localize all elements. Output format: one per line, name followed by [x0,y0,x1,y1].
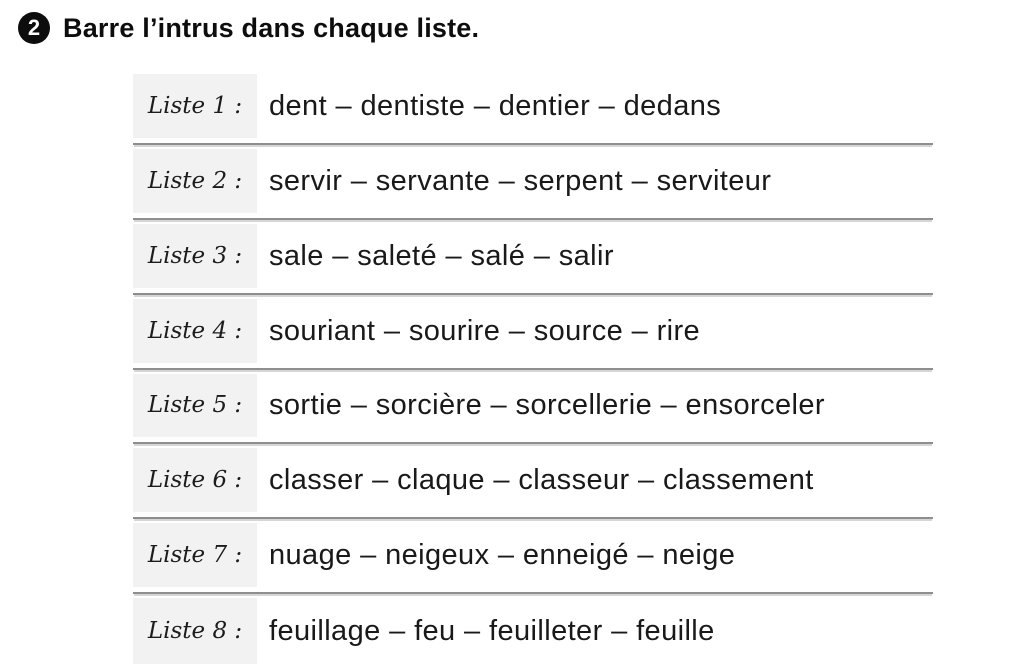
list-words: souriant – sourire – source – rire [269,314,701,347]
list-label: Liste 3 : [133,223,257,288]
exercise-number-badge: 2 [18,12,50,44]
list-label: Liste 4 : [133,298,257,363]
list-words: dent – dentiste – dentier – dedans [269,89,722,122]
lists-table: Liste 1 : dent – dentiste – dentier – de… [133,70,933,669]
list-label: Liste 8 : [133,598,257,664]
list-label: Liste 6 : [133,448,257,513]
list-row: Liste 4 : souriant – sourire – source – … [133,295,933,370]
list-words: sale – saleté – salé – salir [269,239,614,272]
list-label: Liste 1 : [133,74,257,138]
list-row: Liste 6 : classer – claque – classeur – … [133,444,933,520]
list-label: Liste 7 : [133,523,257,588]
list-words: classer – claque – classeur – classement [269,464,814,497]
exercise-instruction: Barre l’intrus dans chaque liste. [63,12,480,43]
list-row: Liste 1 : dent – dentiste – dentier – de… [133,70,933,145]
list-words: feuillage – feu – feuilleter – feuille [269,615,715,648]
list-words: servir – servante – serpent – serviteur [269,164,772,197]
list-row: Liste 7 : nuage – neigeux – enneigé – ne… [133,519,933,595]
list-row: Liste 8 : feuillage – feu – feuilleter –… [133,594,933,669]
list-words: sortie – sorcière – sorcellerie – ensorc… [269,389,825,422]
exercise-header: 2 Barre l’intrus dans chaque liste. [18,12,479,44]
list-words: nuage – neigeux – enneigé – neige [269,539,736,572]
list-row: Liste 5 : sortie – sorcière – sorcelleri… [133,370,933,445]
list-label: Liste 2 : [133,148,257,213]
list-row: Liste 3 : sale – saleté – salé – salir [133,220,933,295]
list-label: Liste 5 : [133,373,257,438]
list-row: Liste 2 : servir – servante – serpent – … [133,145,933,220]
